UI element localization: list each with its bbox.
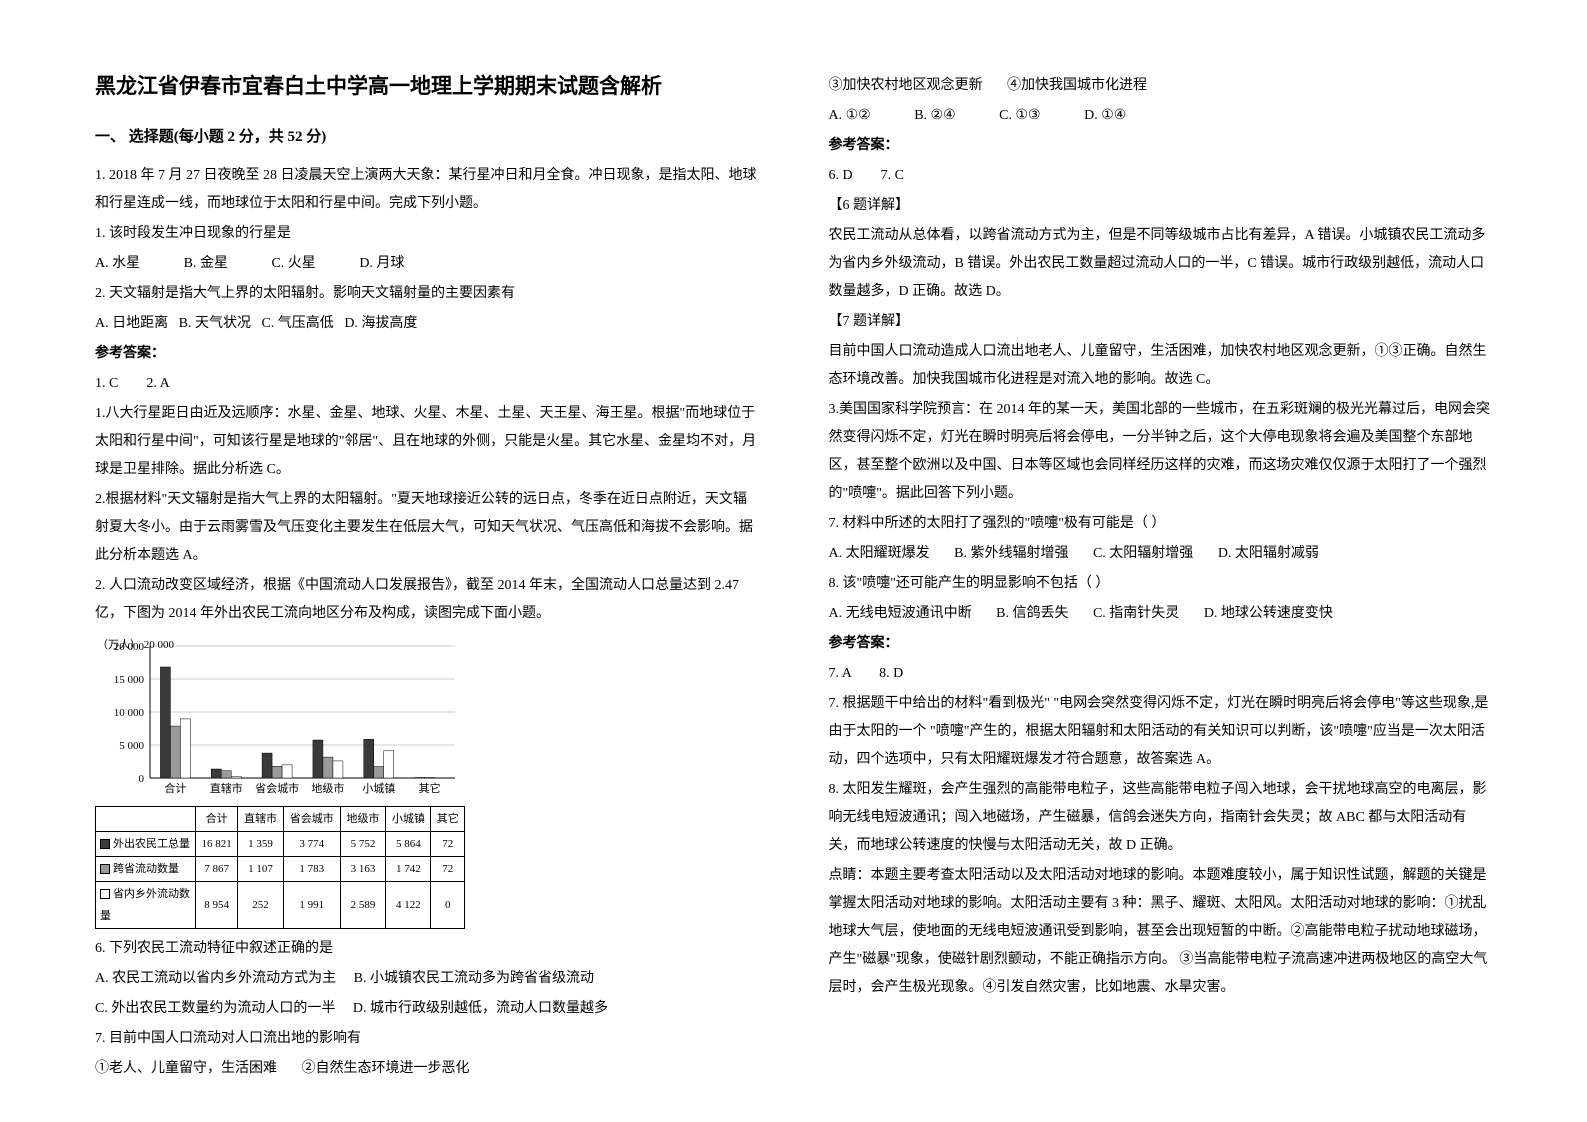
q1-stem: 1. 2018 年 7 月 27 日夜晚至 28 日凌晨天空上演两大天象：某行星… (95, 162, 759, 218)
q2-answer: 6. D 7. C (829, 162, 1493, 190)
q2-exp7-head: 【7 题详解】 (829, 308, 1493, 336)
q2s7-item4: ④加快我国城市化进程 (1007, 78, 1147, 93)
q1s1-opt-d: D. 月球 (359, 250, 404, 278)
q1-sub2: 2. 天文辐射是指大气上界的太阳辐射。影响天文辐射量的主要因素有 (95, 280, 759, 308)
q3s7b-opt-c: C. 太阳辐射增强 (1093, 546, 1193, 561)
q2-exp6-head: 【6 题详解】 (829, 192, 1493, 220)
q3s8-opt-d: D. 地球公转速度变快 (1204, 606, 1333, 621)
q2-sub6-options: A. 农民工流动以省内乡外流动方式为主 B. 小城镇农民工流动多为跨省省级流动 (95, 965, 759, 993)
q2s7-item1: ①老人、儿童留守，生活困难 (95, 1061, 277, 1076)
q2s7-opt-b: B. ②④ (914, 102, 955, 130)
q2-chart: 05 00010 00015 00020 000（万人） 20 000合计直辖市… (95, 636, 465, 929)
q1s1-opt-b: B. 金星 (184, 250, 228, 278)
section-1-heading: 一、 选择题(每小题 2 分，共 52 分) (95, 122, 759, 152)
svg-text:15 000: 15 000 (114, 674, 145, 686)
q2-answer-label: 参考答案： (829, 132, 1493, 160)
q1s2-opt-c: C. 气压高低 (261, 316, 333, 331)
q3-answer-label: 参考答案： (829, 630, 1493, 658)
svg-text:地级市: 地级市 (311, 781, 344, 795)
q2-sub7-options: A. ①② B. ②④ C. ①③ D. ①④ (829, 102, 1493, 130)
q2-sub7-items-row1: ①老人、儿童留守，生活困难 ②自然生态环境进一步恶化 (95, 1055, 759, 1083)
q2s7-item2: ②自然生态环境进一步恶化 (302, 1061, 470, 1076)
q3s7b-opt-a: A. 太阳耀斑爆发 (829, 546, 930, 561)
right-column: ③加快农村地区观念更新 ④加快我国城市化进程 A. ①② B. ②④ C. ①③… (829, 70, 1493, 1085)
q2s6-opt-b: B. 小城镇农民工流动多为跨省省级流动 (354, 971, 594, 986)
q2s7-opt-d: D. ①④ (1084, 102, 1126, 130)
document-title: 黑龙江省伊春市宜春白土中学高一地理上学期期末试题含解析 (95, 70, 759, 104)
q1s2-opt-a: A. 日地距离 (95, 316, 168, 331)
q2s7-opt-c: C. ①③ (999, 102, 1040, 130)
q1s1-opt-a: A. 水星 (95, 250, 140, 278)
q2s7-opt-a: A. ①② (829, 102, 871, 130)
q2-sub6-options-2: C. 外出农民工数量约为流动人口的一半 D. 城市行政级别越低，流动人口数量越多 (95, 995, 759, 1023)
q2-stem: 2. 人口流动改变区域经济，根据《中国流动人口发展报告》，截至 2014 年末，… (95, 572, 759, 628)
q3s7b-opt-d: D. 太阳辐射减弱 (1218, 546, 1319, 561)
q1-exp1: 1.八大行星距日由近及远顺序：水星、金星、地球、火星、木星、土星、天王星、海王星… (95, 400, 759, 484)
q3s7b-opt-b: B. 紫外线辐射增强 (954, 546, 1068, 561)
q3-sub8: 8. 该"喷嚏"还可能产生的明显影响不包括（ ） (829, 570, 1493, 598)
q1s2-opt-d: D. 海拔高度 (344, 316, 417, 331)
q2-data-table: 合计直辖市省会城市地级市小城镇其它外出农民工总量16 8211 3593 774… (95, 806, 465, 929)
svg-text:0: 0 (139, 773, 145, 785)
q3-stem: 3.美国国家科学院预言：在 2014 年的某一天，美国北部的一些城市，在五彩斑斓… (829, 396, 1493, 508)
svg-text:5 000: 5 000 (119, 740, 144, 752)
q2-sub7-items-row2: ③加快农村地区观念更新 ④加快我国城市化进程 (829, 72, 1493, 100)
svg-text:省会城市: 省会城市 (255, 781, 299, 795)
q1-answer-label: 参考答案： (95, 340, 759, 368)
left-column: 黑龙江省伊春市宜春白土中学高一地理上学期期末试题含解析 一、 选择题(每小题 2… (95, 70, 759, 1085)
svg-text:合计: 合计 (164, 781, 186, 795)
q2s6-opt-c: C. 外出农民工数量约为流动人口的一半 (95, 1001, 335, 1016)
q1-answer: 1. C 2. A (95, 370, 759, 398)
q3-exp7: 7. 根据题干中给出的材料"看到极光" "电网会突然变得闪烁不定，灯光在瞬时明亮… (829, 690, 1493, 774)
q1-sub1-options: A. 水星 B. 金星 C. 火星 D. 月球 (95, 250, 759, 278)
svg-text:其它: 其它 (419, 781, 441, 795)
q3s8-opt-b: B. 信鸽丢失 (996, 606, 1068, 621)
q2-exp7: 目前中国人口流动造成人口流出地老人、儿童留守，生活困难，加快农村地区观念更新，①… (829, 338, 1493, 394)
q2s7-item3: ③加快农村地区观念更新 (829, 78, 983, 93)
svg-text:直辖市: 直辖市 (210, 781, 243, 795)
q1-exp2: 2.根据材料"天文辐射是指大气上界的太阳辐射。"夏天地球接近公转的远日点，冬季在… (95, 486, 759, 570)
q3-sub7b-options: A. 太阳耀斑爆发 B. 紫外线辐射增强 C. 太阳辐射增强 D. 太阳辐射减弱 (829, 540, 1493, 568)
q2s6-opt-d: D. 城市行政级别越低，流动人口数量越多 (353, 1001, 608, 1016)
q3-answer: 7. A 8. D (829, 660, 1493, 688)
q3s8-opt-a: A. 无线电短波通讯中断 (829, 606, 972, 621)
svg-text:小城镇: 小城镇 (362, 781, 395, 795)
q1-sub2-options: A. 日地距离 B. 天气状况 C. 气压高低 D. 海拔高度 (95, 310, 759, 338)
q1s2-opt-b: B. 天气状况 (179, 316, 251, 331)
q2-sub6: 6. 下列农民工流动特征中叙述正确的是 (95, 935, 759, 963)
q3-sub8-options: A. 无线电短波通讯中断 B. 信鸽丢失 C. 指南针失灵 D. 地球公转速度变… (829, 600, 1493, 628)
q3-sub7b: 7. 材料中所述的太阳打了强烈的"喷嚏"极有可能是（ ） (829, 510, 1493, 538)
svg-text:10 000: 10 000 (114, 707, 145, 719)
q1-sub1: 1. 该时段发生冲日现象的行星是 (95, 220, 759, 248)
q3s8-opt-c: C. 指南针失灵 (1093, 606, 1179, 621)
q3-exp8: 8. 太阳发生耀斑，会产生强烈的高能带电粒子，这些高能带电粒子闯入地球，会干扰地… (829, 776, 1493, 860)
q1s1-opt-c: C. 火星 (271, 250, 315, 278)
q2s6-opt-a: A. 农民工流动以省内乡外流动方式为主 (95, 971, 336, 986)
svg-text:（万人） 20 000: （万人） 20 000 (97, 638, 174, 651)
q2-exp6: 农民工流动从总体看，以跨省流动方式为主，但是不同等级城市占比有差异，A 错误。小… (829, 222, 1493, 306)
q2-sub7: 7. 目前中国人口流动对人口流出地的影响有 (95, 1025, 759, 1053)
q3-dianjing: 点睛：本题主要考查太阳活动以及太阳活动对地球的影响。本题难度较小，属于知识性试题… (829, 862, 1493, 1002)
